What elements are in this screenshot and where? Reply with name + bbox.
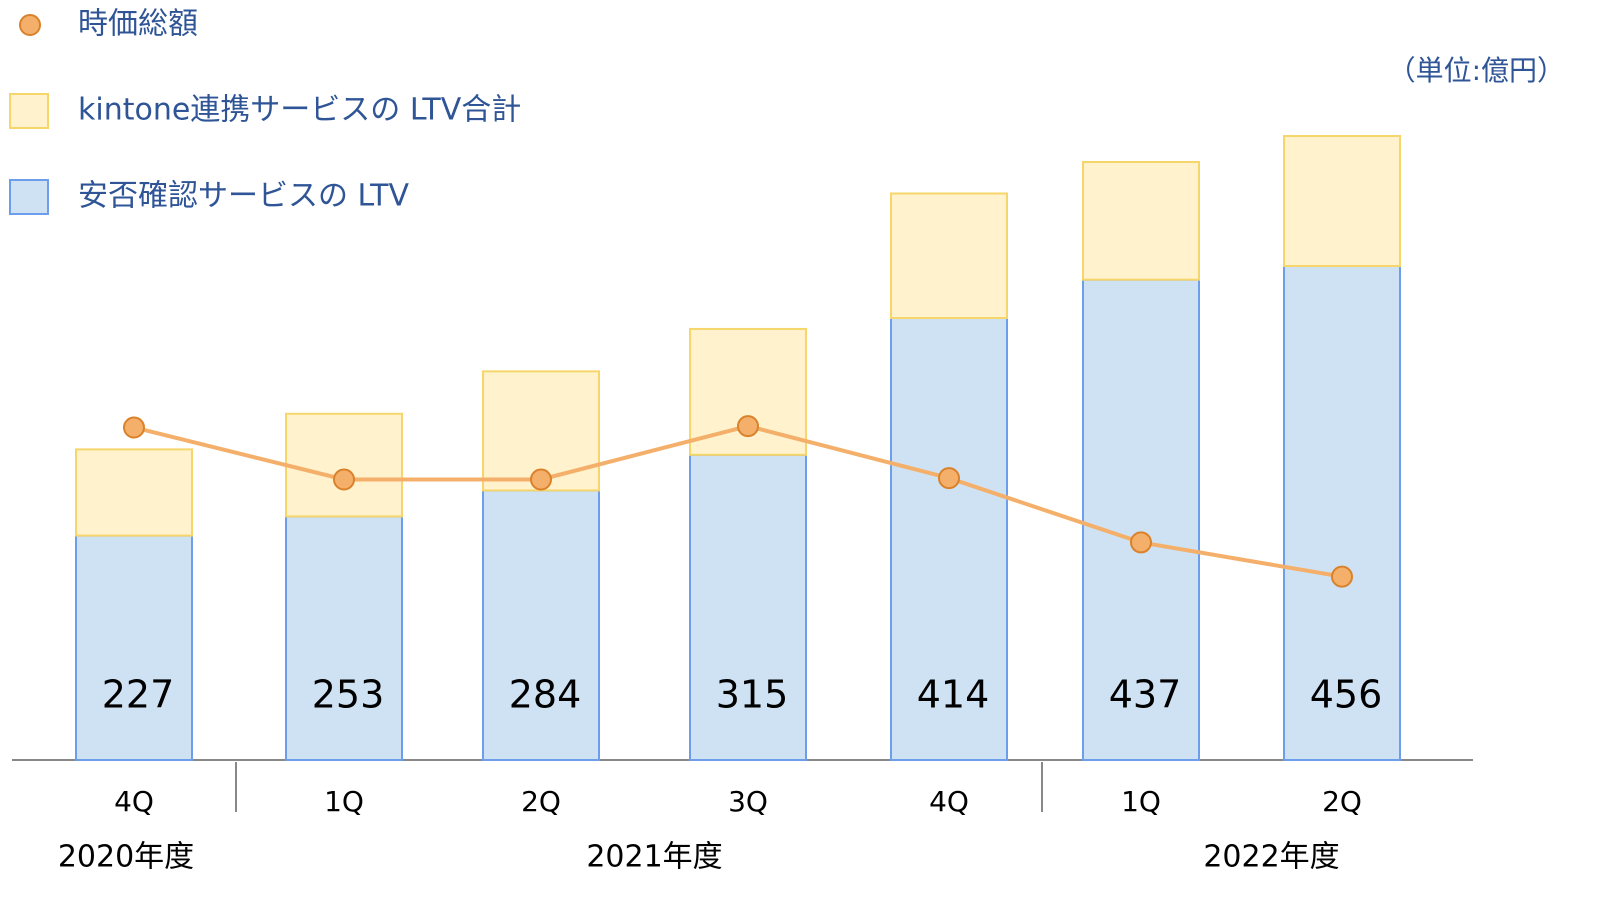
total-label: 284 (509, 673, 582, 717)
legend-label: 安否確認サービスの LTV (78, 179, 409, 214)
bar (890, 317, 1008, 761)
x-tick-label: 4Q (114, 785, 154, 818)
x-tick-label: 3Q (728, 785, 768, 818)
total-label: 437 (1109, 673, 1182, 717)
bar (1082, 161, 1200, 281)
total-label: 253 (312, 673, 385, 717)
bar (890, 192, 1008, 319)
legend-marker (19, 14, 41, 36)
legend-swatch (9, 179, 49, 215)
x-tick-label: 4Q (929, 785, 969, 818)
total-label: 414 (917, 673, 990, 717)
line-point (333, 468, 355, 491)
x-tick-label: 2Q (1322, 785, 1362, 818)
line-point (1130, 531, 1152, 554)
bar (75, 448, 193, 537)
bar (1082, 278, 1200, 761)
line-point (123, 416, 145, 439)
total-label: 315 (716, 673, 789, 717)
total-label: 456 (1310, 673, 1383, 717)
bar (1283, 135, 1401, 267)
group-label: 2020年度 (58, 840, 194, 875)
line-point (737, 415, 759, 438)
x-tick-label: 1Q (324, 785, 364, 818)
group-label: 2021年度 (586, 840, 722, 875)
legend-swatch (9, 93, 49, 129)
group-label: 2022年度 (1203, 840, 1339, 875)
x-tick-label: 1Q (1121, 785, 1161, 818)
line-point (938, 467, 960, 490)
bar (482, 489, 600, 761)
line-point (1331, 565, 1353, 588)
total-label: 227 (102, 673, 175, 717)
bar (75, 534, 193, 761)
legend-label: 時価総額 (78, 7, 198, 42)
bar (285, 515, 403, 762)
unit-label: （単位:億円） (1388, 54, 1565, 87)
x-tick-label: 2Q (521, 785, 561, 818)
bar (285, 412, 403, 518)
bar (1283, 265, 1401, 761)
line-point (530, 468, 552, 491)
bar (689, 453, 807, 761)
legend-label: kintone連携サービスの LTV合計 (78, 93, 521, 128)
